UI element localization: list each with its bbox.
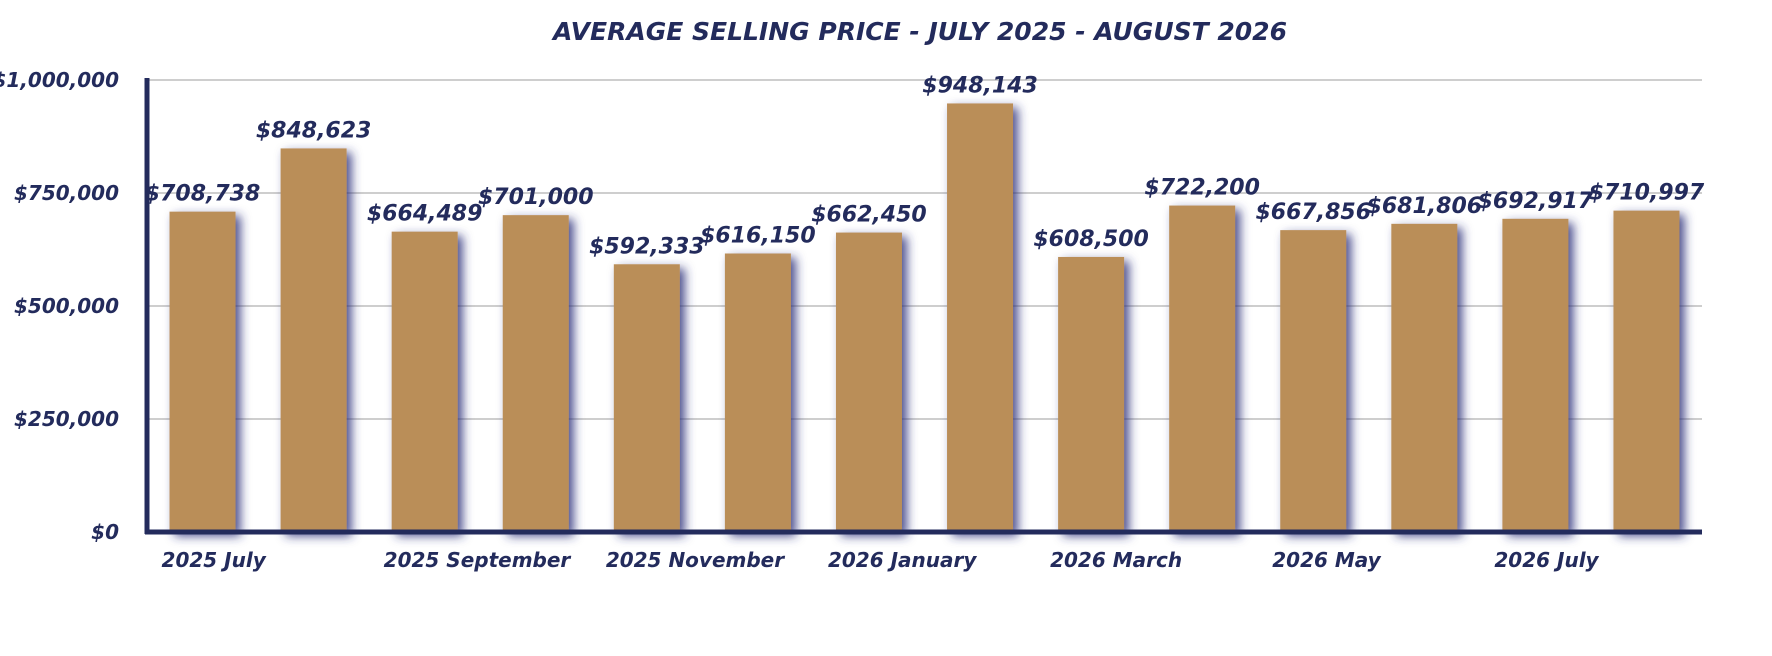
y-tick-label: $500,000 bbox=[14, 294, 119, 318]
x-tick-label: 2025 September bbox=[384, 548, 572, 572]
data-labels: $708,738 $848,623 $664,489$701,000 $592,333… bbox=[145, 73, 1705, 259]
data-label: $722,200 bbox=[1144, 176, 1260, 201]
x-tick-label: 2026 January bbox=[828, 548, 977, 572]
bar bbox=[169, 211, 236, 532]
data-label: $948,143 bbox=[922, 73, 1038, 98]
data-label: $710,997 bbox=[1589, 181, 1705, 206]
bar bbox=[613, 264, 680, 532]
gridlines bbox=[147, 79, 1702, 420]
x-tick-label: 2026 July bbox=[1494, 548, 1599, 572]
data-label: $592,333 bbox=[589, 234, 705, 259]
data-label: $681,806 bbox=[1367, 194, 1483, 219]
y-tick-label: $750,000 bbox=[14, 181, 119, 205]
data-label: $664,489 bbox=[367, 202, 483, 227]
bar bbox=[1502, 218, 1569, 532]
bars bbox=[169, 103, 1680, 533]
bar bbox=[1613, 210, 1680, 533]
bar bbox=[1169, 205, 1236, 532]
x-tick-label: 2026 March bbox=[1050, 548, 1182, 572]
data-label: $616,150 bbox=[700, 224, 816, 249]
data-label: $701,000 bbox=[478, 185, 594, 210]
data-label: $708,738 bbox=[145, 182, 261, 207]
data-label: $692,917 bbox=[1478, 189, 1594, 214]
y-tick-label: $0 bbox=[91, 520, 119, 544]
y-tick-label: $1,000,000 bbox=[0, 68, 119, 92]
bar bbox=[1058, 256, 1125, 532]
y-tick-label: $250,000 bbox=[14, 407, 119, 431]
x-axis-ticks: 2025 July 2025 September 2025 November 2026… bbox=[162, 548, 1600, 572]
bar bbox=[1391, 223, 1458, 533]
bar bbox=[1280, 230, 1347, 532]
bar bbox=[280, 148, 347, 532]
bar bbox=[724, 253, 791, 533]
data-label: $662,450 bbox=[811, 203, 927, 228]
x-tick-label: 2026 May bbox=[1272, 548, 1381, 572]
bar bbox=[947, 103, 1014, 532]
bar bbox=[502, 215, 569, 532]
bar bbox=[391, 231, 458, 532]
chart-title: AVERAGE SELLING PRICE - JULY 2025 - AUGU… bbox=[551, 17, 1287, 46]
data-label: $667,856 bbox=[1255, 200, 1371, 225]
data-label: $608,500 bbox=[1033, 227, 1149, 252]
y-axis-ticks: $0 $250,000 $500,000 $750,000 $1,000,000 bbox=[0, 68, 119, 544]
x-tick-label: 2025 November bbox=[606, 548, 785, 572]
x-tick-label: 2025 July bbox=[162, 548, 267, 572]
bar bbox=[835, 232, 902, 532]
data-label: $848,623 bbox=[256, 118, 372, 143]
